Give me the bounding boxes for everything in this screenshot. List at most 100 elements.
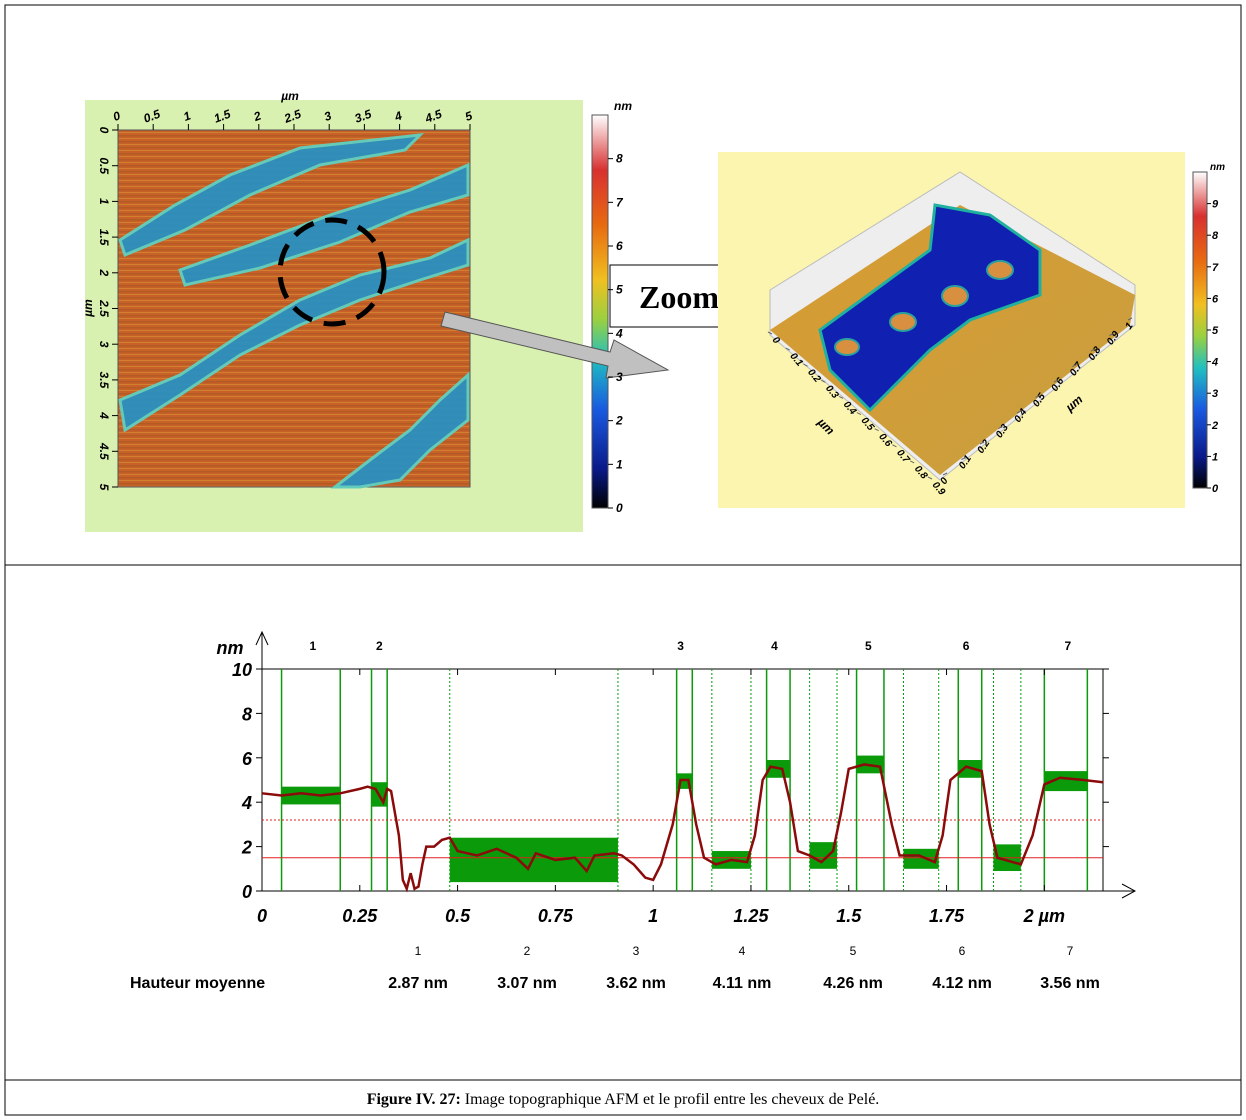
y-tick-label: 5 [97, 484, 111, 491]
mean-height: 3.07 nm [497, 975, 557, 992]
y-tick-label: 4 [97, 411, 111, 419]
tick [942, 472, 948, 476]
x-tick-label: 1.75 [929, 906, 965, 926]
tick [961, 457, 966, 460]
colorbar-tick-label: 3 [1212, 388, 1218, 400]
mean-height: 3.62 nm [606, 975, 666, 992]
tick [892, 444, 897, 448]
tick [1035, 395, 1040, 398]
column-number: 3 [633, 944, 640, 958]
region-label: 2 [376, 639, 383, 653]
x-tick-label: 2 µm [1023, 906, 1065, 926]
colorbar-tick-label: 7 [1212, 262, 1219, 274]
region-label: 1 [310, 639, 317, 653]
mean-height: 3.56 nm [1040, 975, 1100, 992]
afm-3d [718, 152, 1208, 508]
tick [785, 347, 791, 351]
y-tick-label: 2 [241, 838, 252, 858]
region-label: 4 [771, 639, 778, 653]
region [1044, 771, 1088, 792]
tick [1127, 317, 1133, 321]
tick [979, 441, 985, 445]
y-tick-label: 0.5 [97, 157, 111, 174]
tick [821, 379, 826, 383]
x-tick-label: 0.5 [445, 906, 471, 926]
colorbar-label: nm [1210, 162, 1225, 173]
x-tick-label: 0.25 [342, 906, 378, 926]
colorbar-tick-label: 2 [1211, 420, 1218, 432]
tick [767, 331, 773, 335]
tick [1072, 364, 1077, 367]
colorbar-tick-label: 9 [1212, 199, 1219, 211]
colorbar-tick-label: 2 [615, 414, 623, 428]
colorbar-tick-label: 3 [616, 370, 623, 384]
column-number: 6 [959, 944, 966, 958]
tick [874, 428, 879, 432]
column-number: 2 [524, 944, 531, 958]
tick [803, 363, 808, 367]
x-tick-label: 3.5 [353, 107, 374, 126]
colorbar-tick-label: 5 [616, 283, 623, 297]
tick [998, 426, 1003, 429]
y-tick-label: 3.5 [97, 372, 111, 389]
tick [1090, 348, 1096, 352]
colorbar-tick-label: 6 [1212, 293, 1219, 305]
zoom-label: Zoom [639, 279, 719, 315]
column-number: 1 [415, 944, 422, 958]
y-tick-label: 8 [242, 704, 252, 724]
mean-height: 2.87 nm [388, 975, 448, 992]
caption-text: Image topographique AFM et le profil ent… [461, 1091, 880, 1108]
colorbar-tick-label: 1 [616, 457, 623, 471]
colorbar-tick-label: 7 [616, 195, 624, 209]
column-number: 5 [850, 944, 857, 958]
y-tick-label: 4 [241, 793, 252, 813]
profile-chart [255, 630, 1137, 899]
y-tick-label: 4.5 [97, 442, 111, 460]
x-tick-label: 1.25 [733, 906, 769, 926]
caption: Figure IV. 27: Image topographique AFM e… [367, 1091, 880, 1108]
y-tick-label: 0 [97, 127, 111, 134]
tick [856, 412, 862, 416]
x-tick-label: 1.5 [212, 107, 233, 126]
mean-height: 4.11 nm [713, 975, 772, 992]
outer-border [4, 4, 1242, 1116]
profile-line [261, 763, 1104, 893]
afm-image [85, 100, 609, 532]
y-tick-label: 6 [242, 749, 253, 769]
y-tick-label: 1.5 [97, 229, 111, 246]
x-tick-label: 2.5 [281, 107, 303, 126]
region [809, 842, 838, 869]
region-label: 6 [963, 639, 970, 653]
axis-label: µm [280, 89, 299, 103]
tick [1016, 410, 1022, 414]
mean-height: 4.26 nm [823, 975, 883, 992]
x-tick-label: 3 [322, 108, 333, 124]
colorbar-tick-label: 8 [616, 152, 623, 166]
x-tick-label: 1.5 [836, 906, 862, 926]
y-tick-label: 10 [232, 660, 252, 680]
x-tick-label: 0.75 [538, 906, 574, 926]
x-tick-label: 1 [648, 906, 658, 926]
region-label: 7 [1064, 639, 1071, 653]
x-tick-label: 0 [257, 906, 267, 926]
colorbar-tick-label: 0 [1212, 483, 1219, 495]
x-tick-label: 4.5 [422, 107, 444, 126]
tick [927, 476, 933, 480]
colorbar-tick-label: 4 [615, 326, 623, 340]
colorbar-tick-label: 5 [1212, 325, 1219, 337]
colorbar-label: nm [614, 99, 632, 113]
tick [909, 460, 915, 464]
y-tick-label: 2 [97, 268, 111, 276]
y-tick-label: 2.5 [97, 299, 111, 317]
colorbar-tick-label: 0 [616, 501, 623, 515]
colorbar-tick-label: 1 [1212, 451, 1218, 463]
colorbar-tick-label: 4 [1211, 357, 1218, 369]
x-tick-label: 0.5 [142, 107, 163, 126]
region-label: 5 [865, 639, 872, 653]
tick [1053, 379, 1059, 383]
y-tick-label: 3 [97, 341, 111, 348]
axis-label: µm [81, 299, 95, 318]
x-tick-label: 5 [463, 108, 474, 124]
region-label: 3 [677, 639, 684, 653]
